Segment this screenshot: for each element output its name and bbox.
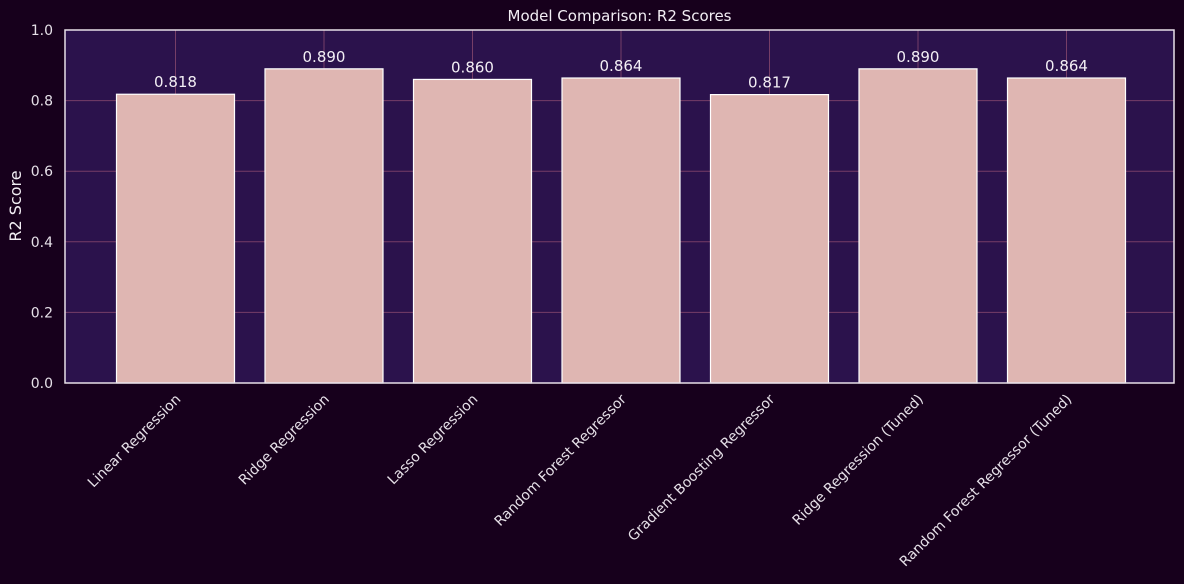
bar (412, 78, 533, 384)
bar-value-label: 0.864 (1045, 57, 1088, 75)
bar (858, 68, 978, 384)
y-tick-label: 0.6 (31, 164, 53, 180)
y-axis-ticks: 0.0 0.2 0.4 0.6 0.8 1.0 (31, 23, 53, 392)
y-tick-label: 0.2 (31, 305, 53, 321)
plot-frame (64, 29, 1175, 384)
bars (115, 68, 1127, 384)
y-tick-label: 0.0 (31, 376, 53, 392)
bar (115, 93, 236, 384)
bar-value-label: 0.890 (303, 48, 346, 66)
y-axis-title: R2 Score (6, 170, 25, 241)
bar (709, 93, 830, 384)
bar (561, 77, 681, 384)
bar-value-label: 0.860 (451, 58, 494, 76)
bar-value-label: 0.818 (154, 73, 197, 91)
y-tick-label: 0.4 (31, 235, 53, 251)
bar (264, 68, 384, 384)
bar-value-labels: 0.818 0.890 0.860 0.864 0.817 0.890 0.864 (154, 48, 1088, 92)
y-tick-label: 1.0 (31, 23, 53, 39)
chart-title: Model Comparison: R2 Scores (508, 7, 732, 25)
y-tick-label: 0.8 (31, 94, 53, 110)
bar-value-label: 0.864 (600, 57, 643, 75)
bar-value-label: 0.890 (897, 48, 940, 66)
bar-value-label: 0.817 (748, 74, 791, 92)
bar (1006, 77, 1127, 384)
